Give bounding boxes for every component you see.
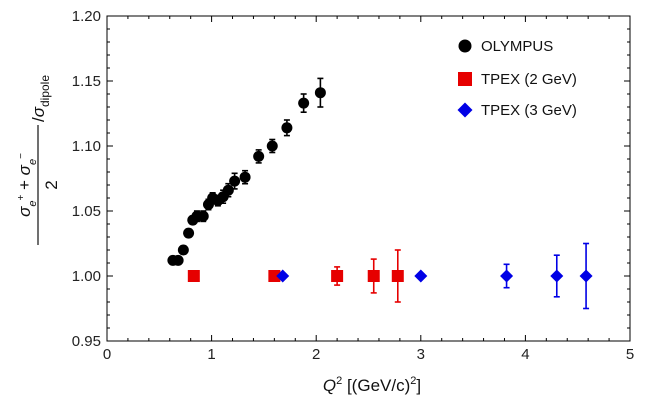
legend-item-olympus: OLYMPUS xyxy=(458,38,553,55)
plot-frame xyxy=(106,15,631,342)
data-point-circle xyxy=(281,122,293,134)
series-circle xyxy=(167,77,326,266)
legend-label-olympus: OLYMPUS xyxy=(481,38,553,55)
data-point-diamond xyxy=(276,269,290,283)
y-tick-label: 1.05 xyxy=(72,203,101,220)
legend-marker-circle xyxy=(458,39,472,53)
legend-item-tpex-3gev: TPEX (3 GeV) xyxy=(457,102,577,119)
data-point-circle xyxy=(298,97,310,109)
data-point-square xyxy=(187,270,200,282)
data-point-square xyxy=(331,270,344,282)
data-point-circle xyxy=(172,254,184,266)
data-point-square xyxy=(367,270,380,282)
data-point-circle xyxy=(314,87,326,99)
y-axis-title: σe+ + σe− 2 /σdipole xyxy=(15,75,61,245)
x-axis-title-sup: 2 xyxy=(336,375,342,387)
data-point-circle xyxy=(229,175,241,187)
y-axis-title-divisor: /σdipole xyxy=(29,75,52,122)
legend-marker-square xyxy=(458,72,472,86)
data-point-circle xyxy=(222,184,234,196)
y-axis-title-numerator: σe+ + σe− xyxy=(15,153,39,217)
axis-ticks xyxy=(106,15,631,342)
data-point-circle xyxy=(239,171,251,183)
data-point-diamond xyxy=(550,269,564,283)
y-tick-label: 0.95 xyxy=(72,333,101,350)
y-tick-label: 1.15 xyxy=(72,73,101,90)
x-tick-label: 1 xyxy=(207,346,215,363)
data-point-circle xyxy=(183,227,195,239)
y-tick-label: 1.00 xyxy=(72,268,101,285)
data-series xyxy=(167,77,593,310)
legend-marker-diamond xyxy=(457,102,473,118)
data-point-diamond xyxy=(500,269,514,283)
x-tick-label: 5 xyxy=(626,346,634,363)
data-point-square xyxy=(268,270,281,282)
data-point-circle xyxy=(253,150,265,162)
x-axis-title-end: ] xyxy=(416,376,421,395)
x-axis-title-var: Q xyxy=(323,376,336,395)
data-point-circle xyxy=(177,244,189,256)
y-tick-label: 1.10 xyxy=(72,138,101,155)
data-point-circle xyxy=(266,140,278,152)
series-square xyxy=(187,249,404,303)
x-tick-label: 2 xyxy=(312,346,320,363)
data-point-diamond xyxy=(579,269,593,283)
axis-tick-labels: 0 1 2 3 4 5 0.95 1.00 1.05 1.10 1.15 1.20 xyxy=(72,8,634,363)
legend-label-tpex-3gev: TPEX (3 GeV) xyxy=(481,102,577,119)
x-tick-label: 4 xyxy=(521,346,529,363)
legend-item-tpex-2gev: TPEX (2 GeV) xyxy=(458,71,577,88)
x-tick-label: 0 xyxy=(103,346,111,363)
data-point-circle xyxy=(197,210,209,222)
data-point-diamond xyxy=(414,269,428,283)
series-diamond xyxy=(276,242,593,310)
x-axis-title-unit-sup: 2 xyxy=(410,375,416,387)
x-tick-label: 3 xyxy=(417,346,425,363)
x-axis-title: Q2 [(GeV/c)2] xyxy=(323,375,421,395)
y-axis-title-denominator: 2 xyxy=(42,180,61,189)
legend-label-tpex-2gev: TPEX (2 GeV) xyxy=(481,71,577,88)
y-tick-label: 1.20 xyxy=(72,8,101,25)
x-axis-title-unit: [(GeV/c) xyxy=(342,376,410,395)
legend: OLYMPUS TPEX (2 GeV) TPEX (3 GeV) xyxy=(457,38,577,119)
data-point-square xyxy=(391,270,404,282)
